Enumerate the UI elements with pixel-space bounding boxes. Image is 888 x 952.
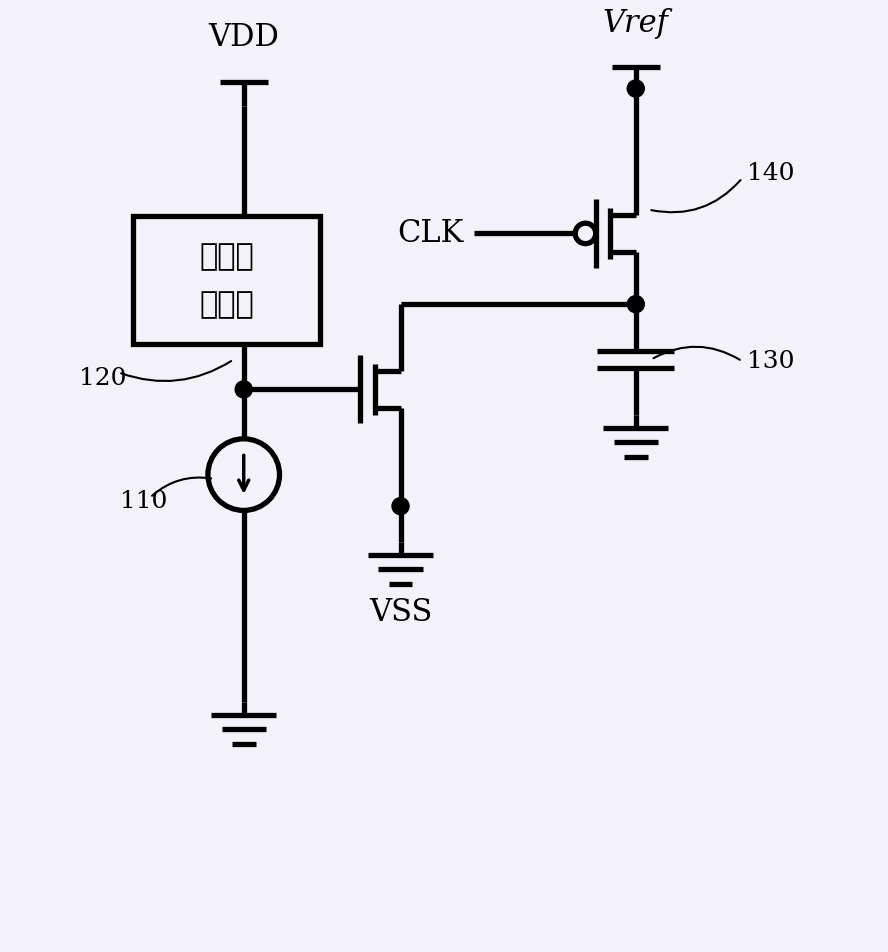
Text: VDD: VDD xyxy=(209,22,279,52)
Circle shape xyxy=(627,80,645,97)
Text: Vref: Vref xyxy=(603,9,669,39)
Circle shape xyxy=(235,381,252,398)
Text: 120: 120 xyxy=(79,367,127,389)
Circle shape xyxy=(627,296,645,312)
Text: 110: 110 xyxy=(120,490,168,513)
Text: 二极管: 二极管 xyxy=(199,242,254,271)
Text: VSS: VSS xyxy=(369,597,432,628)
Text: 传感器: 传感器 xyxy=(199,289,254,319)
Text: CLK: CLK xyxy=(397,218,464,248)
Circle shape xyxy=(392,498,409,515)
Bar xyxy=(133,216,321,345)
Text: 130: 130 xyxy=(747,349,794,373)
Text: 140: 140 xyxy=(747,162,794,186)
